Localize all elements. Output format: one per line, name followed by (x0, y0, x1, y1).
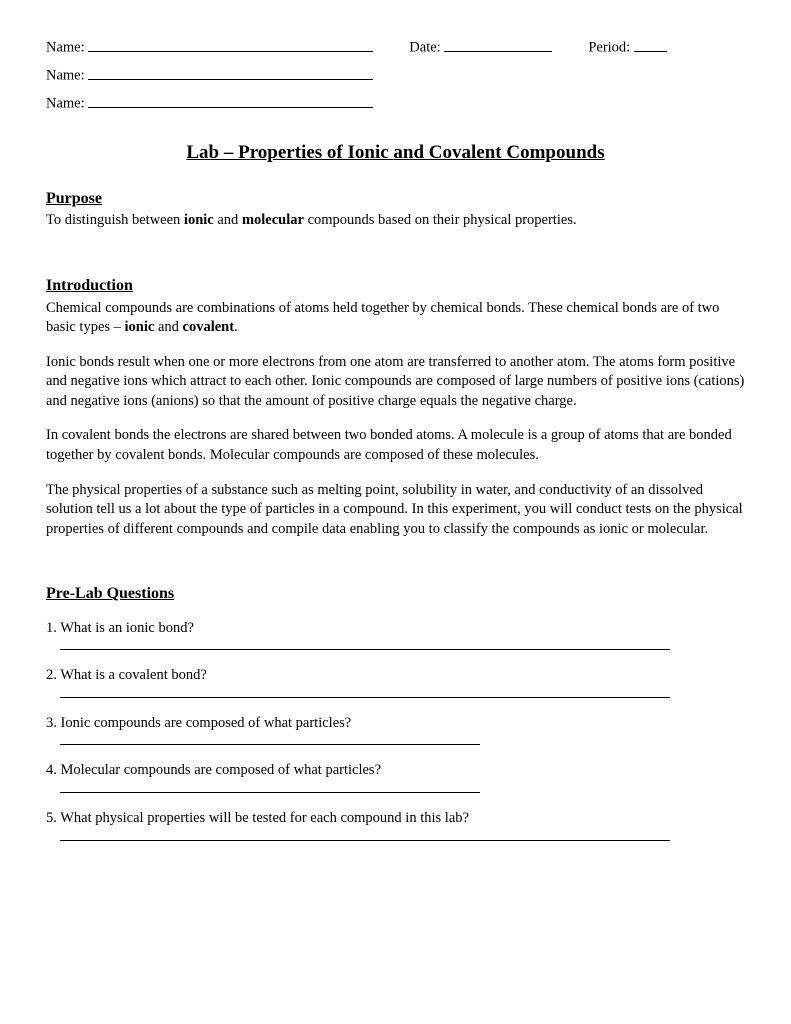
question-2-text: 2. What is a covalent bond? (46, 666, 745, 686)
question-4: 4. Molecular compounds are composed of w… (46, 761, 745, 793)
name-field-2: Name: (46, 64, 373, 86)
name-label: Name: (46, 40, 85, 56)
name-field-1: Name: (46, 36, 373, 58)
worksheet-page: Name: Date: Period: Name: Name: Lab – Pr… (0, 0, 791, 1024)
purpose-post: compounds based on their physical proper… (304, 212, 577, 228)
date-field: Date: (409, 36, 552, 58)
intro-p1-bold-ionic: ionic (125, 319, 155, 335)
question-3-text: 3. Ionic compounds are composed of what … (46, 714, 745, 734)
question-5-text: 5. What physical properties will be test… (46, 809, 745, 829)
purpose-pre: To distinguish between (46, 212, 184, 228)
question-3: 3. Ionic compounds are composed of what … (46, 714, 745, 746)
name-blank-1[interactable] (88, 36, 373, 52)
purpose-heading: Purpose (46, 188, 745, 210)
header-row-1: Name: Date: Period: (46, 36, 745, 58)
date-label: Date: (409, 40, 440, 56)
answer-line-4[interactable] (60, 791, 480, 793)
purpose-mid: and (214, 212, 242, 228)
name-field-3: Name: (46, 92, 373, 114)
purpose-bold-molecular: molecular (242, 212, 304, 228)
introduction-heading: Introduction (46, 275, 745, 297)
intro-p4: The physical properties of a substance s… (46, 481, 745, 540)
name-label: Name: (46, 96, 85, 112)
prelab-heading: Pre-Lab Questions (46, 583, 745, 605)
name-label: Name: (46, 68, 85, 84)
question-1: 1. What is an ionic bond? (46, 619, 745, 651)
header-row-2: Name: (46, 64, 745, 86)
period-field: Period: (588, 36, 667, 58)
intro-p3: In covalent bonds the electrons are shar… (46, 426, 745, 465)
header-row-3: Name: (46, 92, 745, 114)
question-2: 2. What is a covalent bond? (46, 666, 745, 698)
question-1-text: 1. What is an ionic bond? (46, 619, 745, 639)
answer-line-3[interactable] (60, 743, 480, 745)
page-title: Lab – Properties of Ionic and Covalent C… (46, 140, 745, 166)
answer-line-5[interactable] (60, 839, 670, 841)
question-5: 5. What physical properties will be test… (46, 809, 745, 841)
period-blank[interactable] (634, 36, 667, 52)
answer-line-2[interactable] (60, 696, 670, 698)
date-blank[interactable] (444, 36, 552, 52)
purpose-text: To distinguish between ionic and molecul… (46, 211, 745, 231)
name-blank-2[interactable] (88, 64, 373, 80)
intro-p1: Chemical compounds are combinations of a… (46, 299, 745, 338)
intro-p2: Ionic bonds result when one or more elec… (46, 353, 745, 412)
intro-p1-post: . (234, 319, 238, 335)
intro-p1-mid: and (154, 319, 182, 335)
intro-p1-bold-covalent: covalent (183, 319, 235, 335)
purpose-bold-ionic: ionic (184, 212, 214, 228)
question-4-text: 4. Molecular compounds are composed of w… (46, 761, 745, 781)
period-label: Period: (588, 40, 630, 56)
answer-line-1[interactable] (60, 648, 670, 650)
name-blank-3[interactable] (88, 92, 373, 108)
